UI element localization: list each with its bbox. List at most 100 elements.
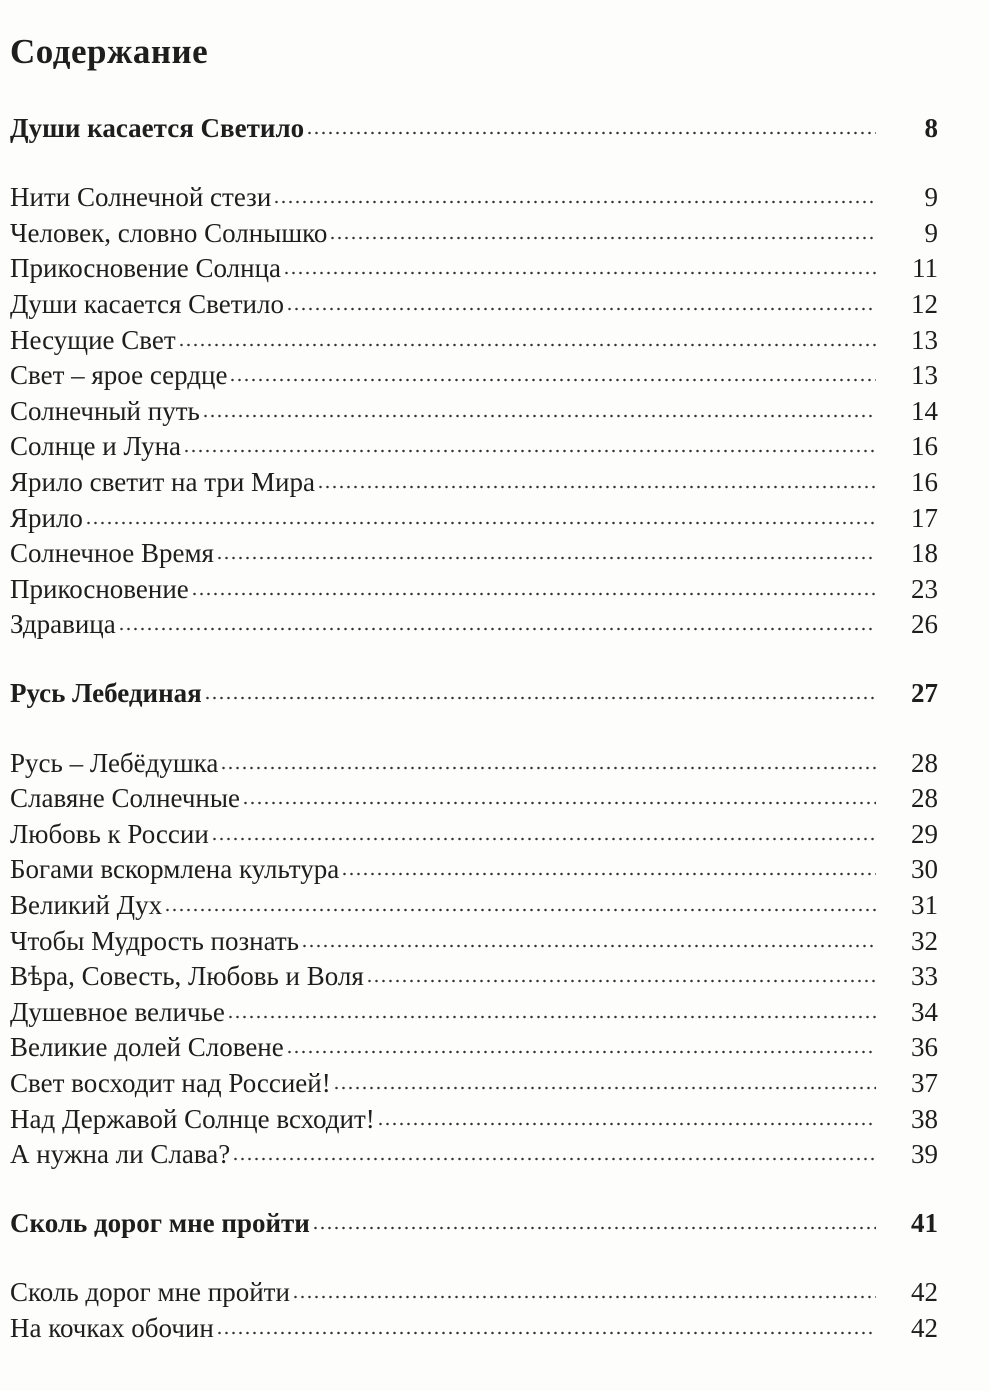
page-number: 27 <box>911 678 938 709</box>
entry-row: Любовь к России 29 <box>10 816 938 852</box>
entry-title: Человек, словно Солнышко <box>10 217 328 248</box>
entry-title: Ярило светит на три Мира <box>10 466 315 497</box>
section-heading: Сколь дорог мне пройти <box>10 1208 310 1239</box>
dot-leader <box>317 482 876 491</box>
entry-title: Над Державой Солнце всходит! <box>10 1103 375 1134</box>
page-number: 42 <box>911 1277 938 1308</box>
entry-title: Сколь дорог мне пройти <box>10 1277 290 1308</box>
entry-title: Любовь к России <box>10 818 209 849</box>
dot-leader <box>311 1224 876 1233</box>
entry-title: Богами вскормлена культура <box>10 854 340 885</box>
entry-row: А нужна ли Слава? 39 <box>10 1136 938 1172</box>
entry-row: Свет восходит над Россией! 37 <box>10 1065 938 1101</box>
page-number: 8 <box>924 113 939 143</box>
page-number: 16 <box>911 431 938 462</box>
page-number: 13 <box>911 360 938 391</box>
entry-row: Славяне Солнечные 28 <box>10 780 938 816</box>
dot-leader <box>341 870 876 879</box>
page-number: 28 <box>911 747 938 778</box>
page-number: 18 <box>911 538 938 569</box>
entry-row: Ярило 17 <box>10 500 938 536</box>
entry-title: Нити Солнечной стези <box>10 182 272 213</box>
entry-row: Над Державой Солнце всходит! 38 <box>10 1101 938 1137</box>
dot-leader <box>285 304 876 313</box>
entry-row: На кочках обочин 42 <box>10 1310 938 1346</box>
page-number: 34 <box>911 996 938 1027</box>
page-number: 12 <box>911 288 938 319</box>
dot-leader <box>164 905 876 914</box>
entry-title: На кочках обочин <box>10 1312 214 1343</box>
dot-leader <box>229 376 876 385</box>
entry-title: Свет – ярое сердце <box>10 360 228 391</box>
dot-leader <box>232 1155 876 1164</box>
entry-row: Души касается Светило 12 <box>10 286 938 322</box>
dot-leader <box>242 799 876 808</box>
dot-leader <box>84 518 876 527</box>
page-number: 9 <box>924 182 939 213</box>
entry-row: Великий Дух 31 <box>10 887 938 923</box>
dot-leader <box>291 1293 876 1302</box>
dot-leader <box>376 1119 876 1128</box>
toc-title: Содержание <box>10 32 209 71</box>
entry-title: А нужна ли Слава? <box>10 1139 231 1170</box>
entry-title: Солнечный путь <box>10 395 200 426</box>
entry-title: Прикосновение <box>10 573 189 604</box>
entry-row: Нити Солнечной стези 9 <box>10 179 938 215</box>
page-number: 9 <box>924 217 939 248</box>
section-row: Сколь дорог мне пройти 41 <box>10 1205 938 1241</box>
entry-row: Сколь дорог мне пройти 42 <box>10 1274 938 1310</box>
entry-title: Русь – Лебёдушка <box>10 747 219 778</box>
entry-title: Великие долей Словене <box>10 1032 284 1063</box>
page-number: 39 <box>911 1139 938 1170</box>
page-number: 32 <box>911 925 938 956</box>
dot-leader <box>306 129 876 137</box>
entry-row: Несущие Свет 13 <box>10 322 938 358</box>
entry-row: Солнечное Время 18 <box>10 535 938 571</box>
page-number: 30 <box>911 854 938 885</box>
dot-leader <box>203 694 876 703</box>
page-number: 17 <box>911 502 938 533</box>
entry-row: Свет – ярое сердце 13 <box>10 357 938 393</box>
dot-leader <box>285 1048 876 1057</box>
entry-row: Ярило светит на три Мира 16 <box>10 464 938 500</box>
page-number: 23 <box>911 573 938 604</box>
dot-leader <box>215 1328 876 1337</box>
dot-leader <box>332 1083 876 1092</box>
section-heading: Русь Лебединая <box>10 678 202 709</box>
page-number: 13 <box>911 324 938 355</box>
page-number: 26 <box>911 609 938 640</box>
dot-leader <box>283 269 876 278</box>
entry-row: Солнце и Луна 16 <box>10 428 938 464</box>
dot-leader <box>215 554 876 563</box>
page-number: 31 <box>911 889 938 920</box>
entry-row: Солнечный путь 14 <box>10 393 938 429</box>
page-number: 37 <box>911 1067 938 1098</box>
dot-leader <box>117 625 876 634</box>
dot-leader <box>210 834 876 843</box>
entry-row: Великие долей Словене 36 <box>10 1029 938 1065</box>
entry-row: Русь – Лебёдушка 28 <box>10 745 938 781</box>
entry-title: Вѣра, Совесть, Любовь и Воля <box>10 961 364 992</box>
dot-leader <box>201 411 876 420</box>
section-row: Русь Лебединая 27 <box>10 675 938 711</box>
section-heading: Души касается Светило <box>10 113 305 143</box>
entry-row: Человек, словно Солнышко 9 <box>10 215 938 251</box>
entry-title: Солнце и Луна <box>10 431 182 462</box>
entry-title: Ярило <box>10 502 83 533</box>
dot-leader <box>190 589 876 598</box>
page-number: 28 <box>911 783 938 814</box>
section-row: Души касается Светило 8 <box>10 110 938 146</box>
page-number: 16 <box>911 466 938 497</box>
page-number: 11 <box>912 253 938 284</box>
dot-leader <box>177 340 876 349</box>
entry-row: Вѣра, Совесть, Любовь и Воля 33 <box>10 958 938 994</box>
entry-title: Славяне Солнечные <box>10 783 241 814</box>
dot-leader <box>226 1012 876 1021</box>
page-number: 38 <box>911 1103 938 1134</box>
entry-row: Прикосновение 23 <box>10 571 938 607</box>
dot-leader <box>329 233 876 242</box>
entry-title: Свет восходит над Россией! <box>10 1067 331 1098</box>
page-number: 42 <box>911 1312 938 1343</box>
entry-title: Великий Дух <box>10 889 163 920</box>
